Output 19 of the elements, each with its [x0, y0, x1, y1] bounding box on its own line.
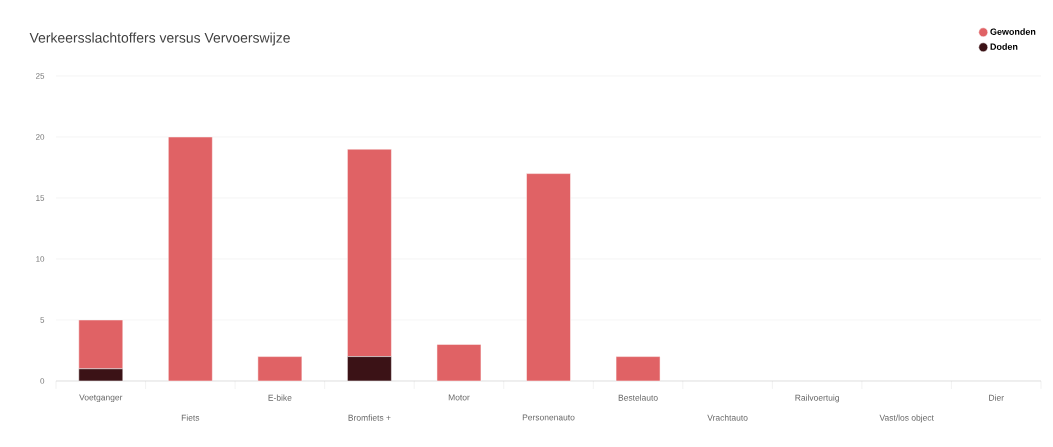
x-tick-label: Voetganger	[79, 394, 123, 403]
x-tick-label: Vrachtauto	[707, 414, 748, 421]
chart-title: Verkeersslachtoffers versus Vervoerswijze	[29, 32, 290, 46]
x-tick-label: Bestelauto	[618, 394, 658, 401]
bar	[436, 344, 482, 382]
x-tick-label: E-bike	[268, 394, 292, 401]
x-tick-label: Motor	[448, 394, 470, 401]
x-tick-label: Bromfiets +	[348, 414, 391, 421]
x-tick-label: Dier	[989, 394, 1004, 401]
bar	[526, 173, 571, 382]
bar	[168, 136, 213, 382]
x-tick-label: Fiets	[181, 414, 200, 421]
legend-label: Gewonden	[990, 28, 1036, 35]
bar	[257, 356, 303, 382]
legend-label: Doden	[990, 43, 1018, 50]
x-tick-label: Railvoertuig	[795, 394, 839, 403]
bar	[615, 356, 661, 382]
x-tick-label: Vast/los object	[879, 414, 934, 423]
x-tick-label: Personenauto	[522, 414, 575, 421]
